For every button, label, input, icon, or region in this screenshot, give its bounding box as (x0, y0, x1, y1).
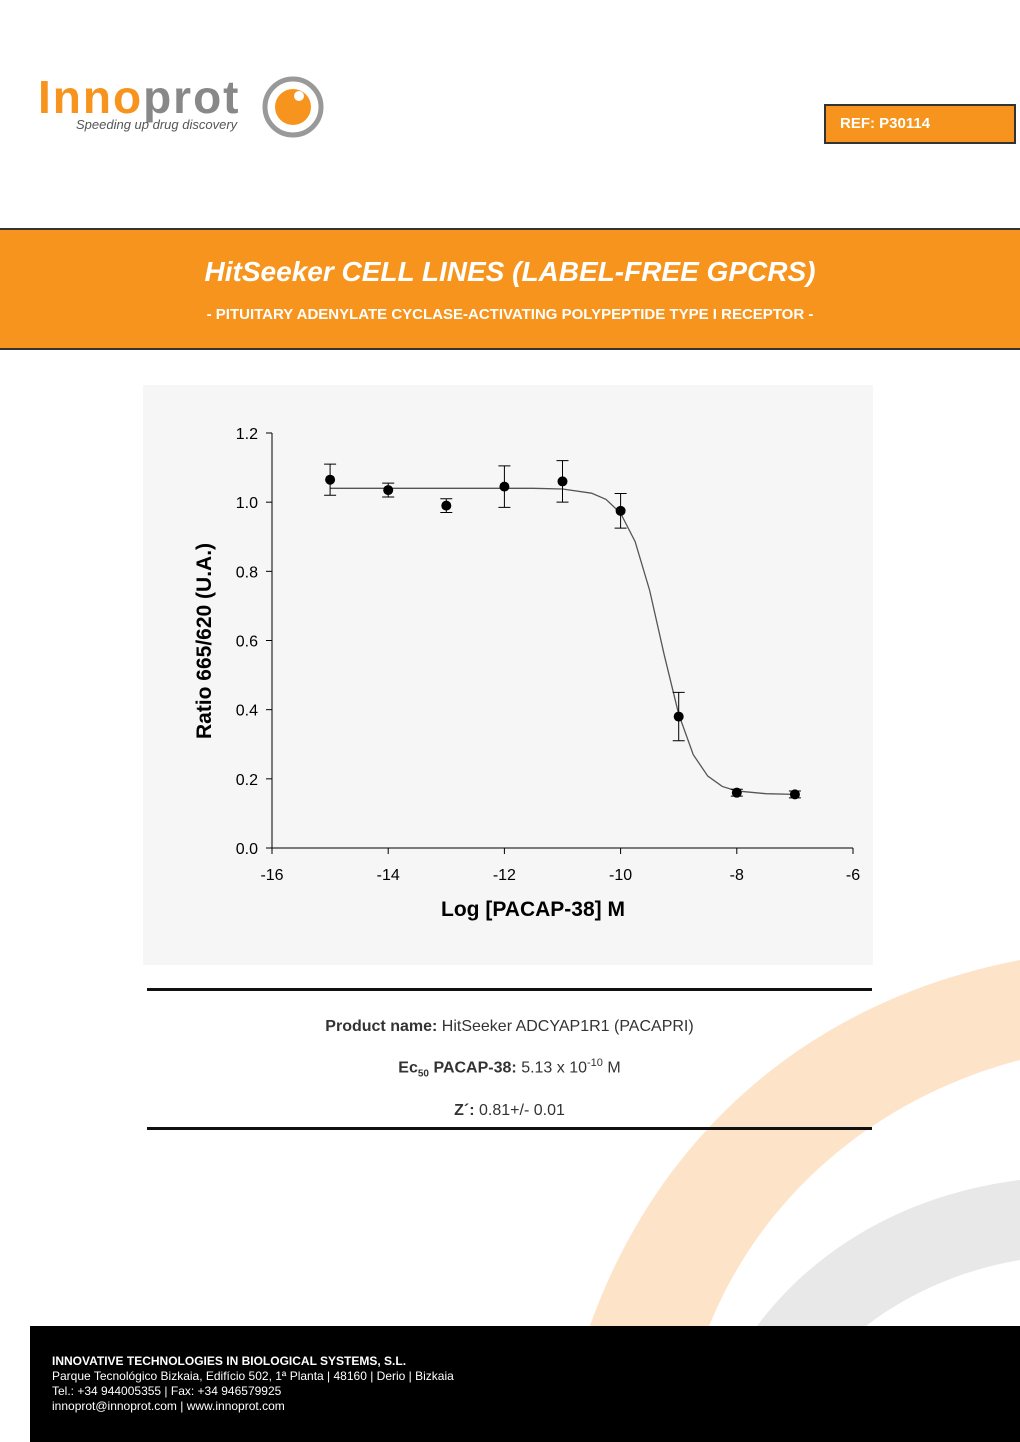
z-label: Z´: (454, 1101, 475, 1119)
product-info: Product name: HitSeeker ADCYAP1R1 (PACAP… (147, 1009, 872, 1129)
logo-icon (262, 76, 324, 138)
data-point (499, 481, 510, 492)
product-name-label: Product name: (325, 1018, 438, 1035)
product-name: HitSeeker ADCYAP1R1 (PACAPRI) (441, 1018, 694, 1035)
footer-phone: Tel.: +34 944005355 | Fax: +34 946579925 (52, 1384, 282, 1398)
y-tick-label: 1.0 (236, 495, 258, 512)
y-tick-label: 0.0 (236, 841, 258, 858)
x-tick-label: -14 (377, 867, 400, 884)
x-tick-label: -8 (730, 867, 744, 884)
footer-company: INNOVATIVE TECHNOLOGIES IN BIOLOGICAL SY… (52, 1354, 407, 1368)
footer-web: innoprot@innoprot.com | www.innoprot.com (52, 1399, 285, 1413)
banner: HitSeeker CELL LINES (LABEL-FREE GPCRS) … (0, 228, 1020, 350)
logo-prot: prot (143, 71, 241, 123)
logo: Innoprot (38, 70, 241, 124)
x-tick-label: -16 (260, 867, 283, 884)
data-point (557, 476, 568, 487)
y-tick-label: 0.8 (236, 564, 258, 581)
rule-bottom (147, 1127, 872, 1130)
x-axis-title: Log [PACAP-38] M (441, 898, 625, 921)
data-point (441, 500, 452, 511)
logo-inno: Inno (38, 71, 144, 123)
ec-exp: -10 (587, 1057, 603, 1069)
footer-address: Parque Tecnológico Bizkaia, Edifício 502… (52, 1369, 454, 1383)
logo-tagline: Speeding up drug discovery (76, 117, 238, 132)
data-point (731, 787, 742, 798)
banner-subtitle: - PITUITARY ADENYLATE CYCLASE-ACTIVATING… (206, 306, 814, 323)
data-point (383, 485, 394, 496)
chart: Log [PACAP-38] M Ratio 665/620 (U.A.) 0.… (143, 385, 873, 965)
x-tick-label: -6 (846, 867, 860, 884)
y-axis-title: Ratio 665/620 (U.A.) (193, 543, 216, 739)
banner-title: HitSeeker CELL LINES (LABEL-FREE GPCRS) (204, 256, 816, 287)
ec-unit: M (607, 1059, 621, 1077)
fit-curve (330, 487, 795, 796)
x-tick-label: -10 (609, 867, 632, 884)
ec-value: 5.13 x 10 (521, 1059, 588, 1077)
x-tick-label: -12 (493, 867, 516, 884)
ec-label2: PACAP-38: (433, 1059, 517, 1077)
data-point (789, 789, 800, 800)
y-tick-label: 0.6 (236, 634, 258, 651)
footer: INNOVATIVE TECHNOLOGIES IN BIOLOGICAL SY… (30, 1326, 1020, 1442)
ec-sub: 50 (417, 1068, 429, 1080)
rule-top (147, 988, 872, 991)
y-tick-label: 0.2 (236, 772, 258, 789)
ref-box: REF: P30114 (824, 104, 1016, 144)
data-point (615, 505, 626, 516)
y-tick-label: 1.2 (236, 426, 258, 443)
y-tick-label: 0.4 (236, 703, 258, 720)
data-point (325, 474, 336, 485)
ec-label: Ec (398, 1059, 418, 1077)
data-point (673, 711, 684, 722)
z-value: 0.81+/- 0.01 (479, 1101, 565, 1119)
